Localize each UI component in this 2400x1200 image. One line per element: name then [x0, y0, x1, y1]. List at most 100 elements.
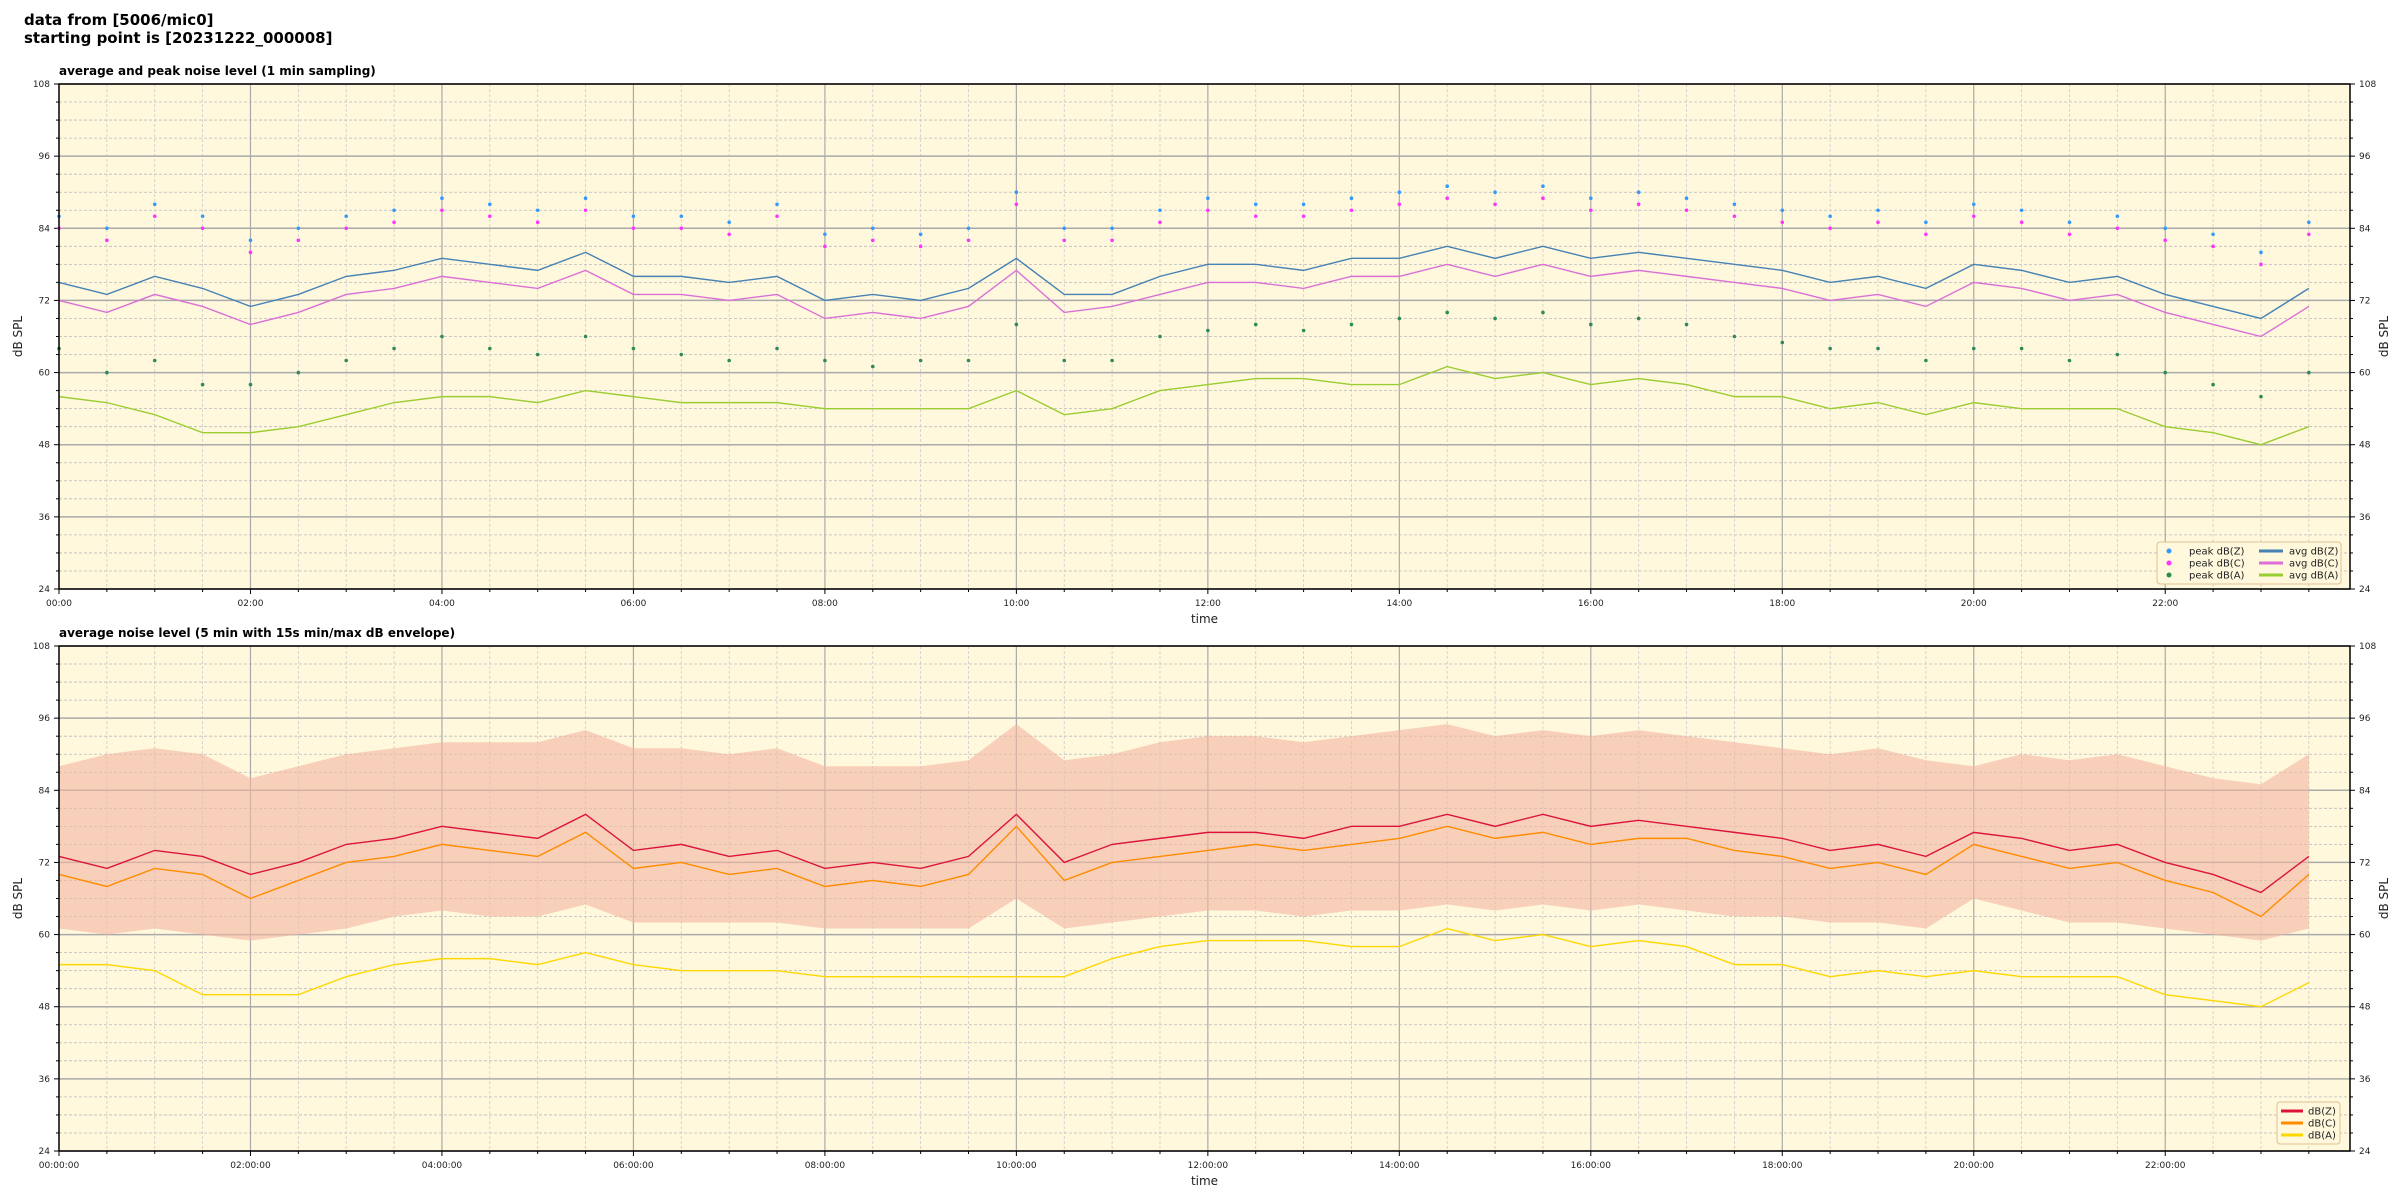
x-axis-label: time [1191, 1174, 1218, 1188]
peak-point [2259, 394, 2263, 399]
peak-point [1924, 220, 1928, 225]
peak-point [488, 202, 492, 207]
legend-marker [2166, 560, 2172, 566]
legend-label: peak dB(C) [2189, 559, 2245, 570]
peak-point [1110, 238, 1114, 243]
peak-point [1206, 208, 1210, 213]
y-tick-label-right: 84 [2359, 786, 2371, 796]
y-tick-label-right: 36 [2359, 1075, 2371, 1085]
peak-point [1445, 196, 1449, 201]
chart-title: average and peak noise level (1 min samp… [59, 64, 376, 78]
peak-point [583, 334, 588, 339]
peak-point [1158, 334, 1162, 339]
peak-point [296, 370, 301, 375]
y-tick-label-right: 48 [2359, 1003, 2371, 1013]
peak-point [1397, 316, 1402, 321]
legend: dB(Z)dB(C)dB(A) [2276, 1101, 2341, 1145]
x-tick-label: 04:00 [429, 599, 455, 609]
x-tick-label: 08:00:00 [805, 1161, 846, 1171]
x-tick-label: 08:00 [812, 599, 838, 609]
peak-point [1732, 334, 1737, 339]
x-tick-label: 14:00:00 [1379, 1161, 1420, 1171]
chart-1: 24 24 36 36 48 48 60 60 72 72 84 84 96 96 108 108 00:00 0… [11, 64, 2391, 626]
peak-point [2211, 244, 2215, 249]
peak-point [583, 208, 588, 213]
x-axis-label: time [1191, 612, 1218, 626]
peak-point [679, 226, 684, 231]
legend-marker [2166, 548, 2172, 554]
header-start: starting point is [20231222_000008] [24, 29, 333, 47]
peak-point [344, 214, 349, 219]
y-tick-label: 84 [39, 786, 51, 796]
x-tick-label: 18:00 [1769, 599, 1795, 609]
peak-point [2163, 226, 2168, 231]
peak-point [1732, 214, 1737, 219]
peak-point [1876, 346, 1880, 351]
peak-point [1780, 208, 1785, 213]
peak-point [727, 358, 731, 363]
y-tick-label: 36 [39, 513, 51, 523]
y-tick-label: 60 [39, 369, 51, 379]
peak-point [2259, 262, 2263, 267]
peak-point [535, 220, 540, 225]
y-axis-label: dB SPL [11, 316, 25, 358]
series-line [59, 927, 2310, 1008]
peak-point [440, 196, 444, 201]
peak-point [2163, 238, 2168, 243]
peak-point [2211, 382, 2215, 387]
peak-point [727, 220, 731, 225]
series-line [58, 263, 2310, 338]
peak-point [2211, 232, 2215, 237]
peak-point [1349, 208, 1354, 213]
legend-marker [2166, 572, 2172, 578]
peak-point [1589, 196, 1593, 201]
peak-point [1493, 316, 1497, 321]
y-tick-label: 84 [39, 224, 51, 234]
y-tick-label: 96 [39, 152, 51, 162]
x-tick-label: 12:00 [1195, 599, 1221, 609]
peak-point [1445, 310, 1449, 315]
y-axis-label-right: dB SPL [2377, 316, 2391, 358]
peak-point [392, 208, 396, 213]
y-tick-label-right: 72 [2359, 858, 2370, 868]
peak-point [1206, 196, 1210, 201]
peak-point [200, 226, 205, 231]
peak-point [1206, 328, 1210, 333]
series-line [58, 365, 2310, 446]
peak-point [870, 226, 875, 231]
y-tick-label-right: 24 [2359, 585, 2371, 595]
peak-point [631, 226, 636, 231]
peak-point [248, 238, 253, 243]
x-tick-label: 10:00 [1003, 599, 1029, 609]
y-tick-label-right: 84 [2359, 224, 2371, 234]
x-tick-label: 04:00:00 [422, 1161, 463, 1171]
peak-point [1253, 322, 1258, 327]
legend-label: avg dB(Z) [2289, 547, 2339, 558]
y-tick-label: 48 [39, 1003, 51, 1013]
peak-point [2115, 352, 2120, 357]
peak-point [105, 226, 109, 231]
legend-label: dB(Z) [2308, 1107, 2336, 1118]
peak-point [2307, 220, 2311, 225]
peak-point [248, 382, 253, 387]
peak-point [1301, 214, 1306, 219]
peak-point [1349, 322, 1354, 327]
peak-point [440, 334, 444, 339]
peak-point [966, 238, 971, 243]
peak-point [1971, 214, 1976, 219]
peak-point [679, 214, 684, 219]
plot-frame [58, 645, 2351, 1152]
peak-point [1541, 310, 1545, 315]
y-tick-label-right: 60 [2359, 931, 2371, 941]
legend-label: avg dB(C) [2289, 559, 2339, 570]
peak-point [1684, 208, 1689, 213]
x-tick-label: 22:00:00 [2145, 1161, 2186, 1171]
peak-point [1924, 232, 1928, 237]
peak-point [200, 214, 205, 219]
peak-point [344, 358, 349, 363]
peak-point [1062, 226, 1067, 231]
x-tick-label: 16:00 [1578, 599, 1604, 609]
peak-point [296, 226, 301, 231]
peak-point [1493, 190, 1497, 195]
legend-label: peak dB(Z) [2189, 547, 2245, 558]
